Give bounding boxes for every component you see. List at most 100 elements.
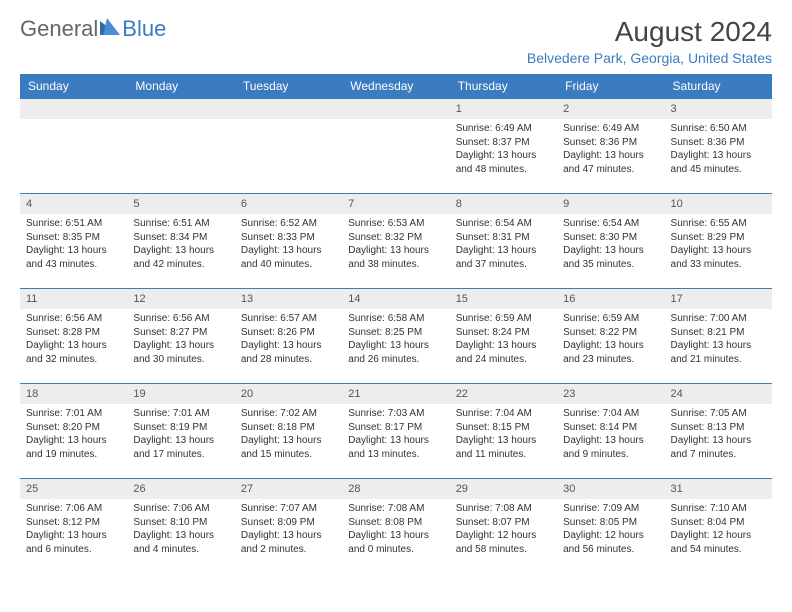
day-info-line: Sunset: 8:36 PM [563,136,658,150]
day-info-line: Sunset: 8:34 PM [133,231,228,245]
day-info-line: Sunrise: 7:06 AM [133,502,228,516]
day-info-line: Sunset: 8:09 PM [241,516,336,530]
day-info-line: Sunset: 8:19 PM [133,421,228,435]
day-info-line: Daylight: 13 hours [241,244,336,258]
day-info-line: Sunrise: 7:00 AM [671,312,766,326]
day-info-line: and 24 minutes. [456,353,551,367]
day-cell: 19Sunrise: 7:01 AMSunset: 8:19 PMDayligh… [127,384,234,479]
weekday-header: Thursday [450,74,557,99]
day-body: Sunrise: 7:06 AMSunset: 8:10 PMDaylight:… [127,499,234,558]
day-cell: 28Sunrise: 7:08 AMSunset: 8:08 PMDayligh… [342,479,449,574]
day-number: 20 [235,384,342,404]
week-row: 25Sunrise: 7:06 AMSunset: 8:12 PMDayligh… [20,479,772,574]
day-info-line: and 45 minutes. [671,163,766,177]
day-info-line: and 37 minutes. [456,258,551,272]
day-body: Sunrise: 7:08 AMSunset: 8:07 PMDaylight:… [450,499,557,558]
weekday-header: Tuesday [235,74,342,99]
day-info-line: Sunset: 8:32 PM [348,231,443,245]
day-body: Sunrise: 6:51 AMSunset: 8:35 PMDaylight:… [20,214,127,273]
day-info-line: Daylight: 13 hours [671,149,766,163]
month-title: August 2024 [527,16,772,48]
day-info-line: and 2 minutes. [241,543,336,557]
day-info-line: Sunrise: 6:52 AM [241,217,336,231]
day-info-line: and 26 minutes. [348,353,443,367]
day-info-line: Sunset: 8:35 PM [26,231,121,245]
logo-flag-icon [100,16,120,42]
day-cell [235,99,342,194]
weekday-header: Sunday [20,74,127,99]
day-number: 12 [127,289,234,309]
day-info-line: Daylight: 12 hours [456,529,551,543]
day-info-line: Sunset: 8:10 PM [133,516,228,530]
day-info-line: Sunset: 8:04 PM [671,516,766,530]
week-row: 11Sunrise: 6:56 AMSunset: 8:28 PMDayligh… [20,289,772,384]
day-number: 16 [557,289,664,309]
day-info-line: Daylight: 13 hours [133,339,228,353]
day-number: 25 [20,479,127,499]
day-number: 1 [450,99,557,119]
day-info-line: Daylight: 13 hours [348,434,443,448]
day-info-line: Sunset: 8:33 PM [241,231,336,245]
day-info-line: Sunrise: 7:07 AM [241,502,336,516]
day-info-line: Sunrise: 6:58 AM [348,312,443,326]
day-info-line: Sunset: 8:27 PM [133,326,228,340]
day-info-line: Daylight: 13 hours [456,339,551,353]
day-info-line: Sunset: 8:08 PM [348,516,443,530]
day-info-line: Sunset: 8:05 PM [563,516,658,530]
day-info-line: Sunrise: 7:05 AM [671,407,766,421]
day-info-line: Daylight: 13 hours [133,434,228,448]
day-cell: 30Sunrise: 7:09 AMSunset: 8:05 PMDayligh… [557,479,664,574]
day-cell: 7Sunrise: 6:53 AMSunset: 8:32 PMDaylight… [342,194,449,289]
day-cell: 14Sunrise: 6:58 AMSunset: 8:25 PMDayligh… [342,289,449,384]
location-subtitle: Belvedere Park, Georgia, United States [527,50,772,66]
daynum-band [127,99,234,119]
day-cell: 9Sunrise: 6:54 AMSunset: 8:30 PMDaylight… [557,194,664,289]
day-number: 11 [20,289,127,309]
day-number: 29 [450,479,557,499]
day-info-line: and 32 minutes. [26,353,121,367]
day-info-line: Sunrise: 7:04 AM [456,407,551,421]
day-number: 18 [20,384,127,404]
day-info-line: Sunrise: 6:50 AM [671,122,766,136]
day-info-line: Sunrise: 7:08 AM [456,502,551,516]
day-cell: 15Sunrise: 6:59 AMSunset: 8:24 PMDayligh… [450,289,557,384]
day-number: 7 [342,194,449,214]
day-info-line: Daylight: 13 hours [133,244,228,258]
day-number: 3 [665,99,772,119]
day-info-line: and 58 minutes. [456,543,551,557]
day-cell: 27Sunrise: 7:07 AMSunset: 8:09 PMDayligh… [235,479,342,574]
day-info-line: and 7 minutes. [671,448,766,462]
day-cell: 21Sunrise: 7:03 AMSunset: 8:17 PMDayligh… [342,384,449,479]
day-info-line: Daylight: 13 hours [563,149,658,163]
day-info-line: Sunrise: 7:02 AM [241,407,336,421]
day-info-line: Daylight: 13 hours [671,434,766,448]
day-cell [20,99,127,194]
day-body: Sunrise: 6:53 AMSunset: 8:32 PMDaylight:… [342,214,449,273]
logo-text-blue: Blue [122,16,166,42]
day-cell: 31Sunrise: 7:10 AMSunset: 8:04 PMDayligh… [665,479,772,574]
day-info-line: Daylight: 12 hours [671,529,766,543]
day-number: 9 [557,194,664,214]
title-block: August 2024 Belvedere Park, Georgia, Uni… [527,16,772,66]
day-body: Sunrise: 6:58 AMSunset: 8:25 PMDaylight:… [342,309,449,368]
day-cell: 13Sunrise: 6:57 AMSunset: 8:26 PMDayligh… [235,289,342,384]
day-info-line: Daylight: 13 hours [348,339,443,353]
week-row: 18Sunrise: 7:01 AMSunset: 8:20 PMDayligh… [20,384,772,479]
day-info-line: Sunrise: 7:06 AM [26,502,121,516]
day-info-line: Sunrise: 6:49 AM [563,122,658,136]
day-cell: 25Sunrise: 7:06 AMSunset: 8:12 PMDayligh… [20,479,127,574]
day-body: Sunrise: 7:00 AMSunset: 8:21 PMDaylight:… [665,309,772,368]
day-info-line: and 0 minutes. [348,543,443,557]
day-body: Sunrise: 6:51 AMSunset: 8:34 PMDaylight:… [127,214,234,273]
day-info-line: and 43 minutes. [26,258,121,272]
page-header: General Blue August 2024 Belvedere Park,… [20,16,772,66]
day-info-line: and 38 minutes. [348,258,443,272]
day-info-line: Sunrise: 7:03 AM [348,407,443,421]
day-cell: 5Sunrise: 6:51 AMSunset: 8:34 PMDaylight… [127,194,234,289]
day-info-line: Sunset: 8:17 PM [348,421,443,435]
day-info-line: Sunset: 8:37 PM [456,136,551,150]
day-info-line: and 4 minutes. [133,543,228,557]
day-info-line: Daylight: 13 hours [348,529,443,543]
day-body: Sunrise: 6:59 AMSunset: 8:24 PMDaylight:… [450,309,557,368]
day-body: Sunrise: 7:01 AMSunset: 8:19 PMDaylight:… [127,404,234,463]
